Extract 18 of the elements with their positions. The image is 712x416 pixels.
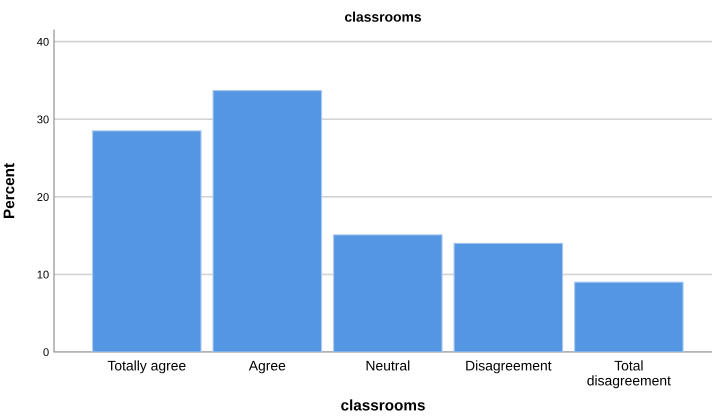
x-tick-label: Neutral — [366, 360, 410, 371]
bar — [212, 90, 322, 352]
y-tick-label: 10 — [38, 270, 49, 279]
x-tick-label: Totally agree — [108, 360, 186, 374]
bar — [454, 242, 564, 352]
bar — [92, 130, 202, 352]
y-tick-label: 40 — [37, 38, 49, 46]
y-tick-label: 20 — [37, 193, 49, 201]
x-tick-label: Total disagreement — [587, 360, 671, 388]
y-axis-title: Percent — [4, 163, 14, 218]
bar — [574, 282, 684, 352]
x-tick-label: Disagreement — [466, 360, 552, 374]
y-tick-label: 30 — [37, 115, 49, 124]
x-tick-label: Agree — [248, 360, 286, 374]
chart-title: classrooms — [344, 12, 422, 22]
y-tick-label: 0 — [43, 348, 49, 356]
x-axis-title: classrooms — [341, 399, 425, 411]
bar — [333, 234, 443, 352]
